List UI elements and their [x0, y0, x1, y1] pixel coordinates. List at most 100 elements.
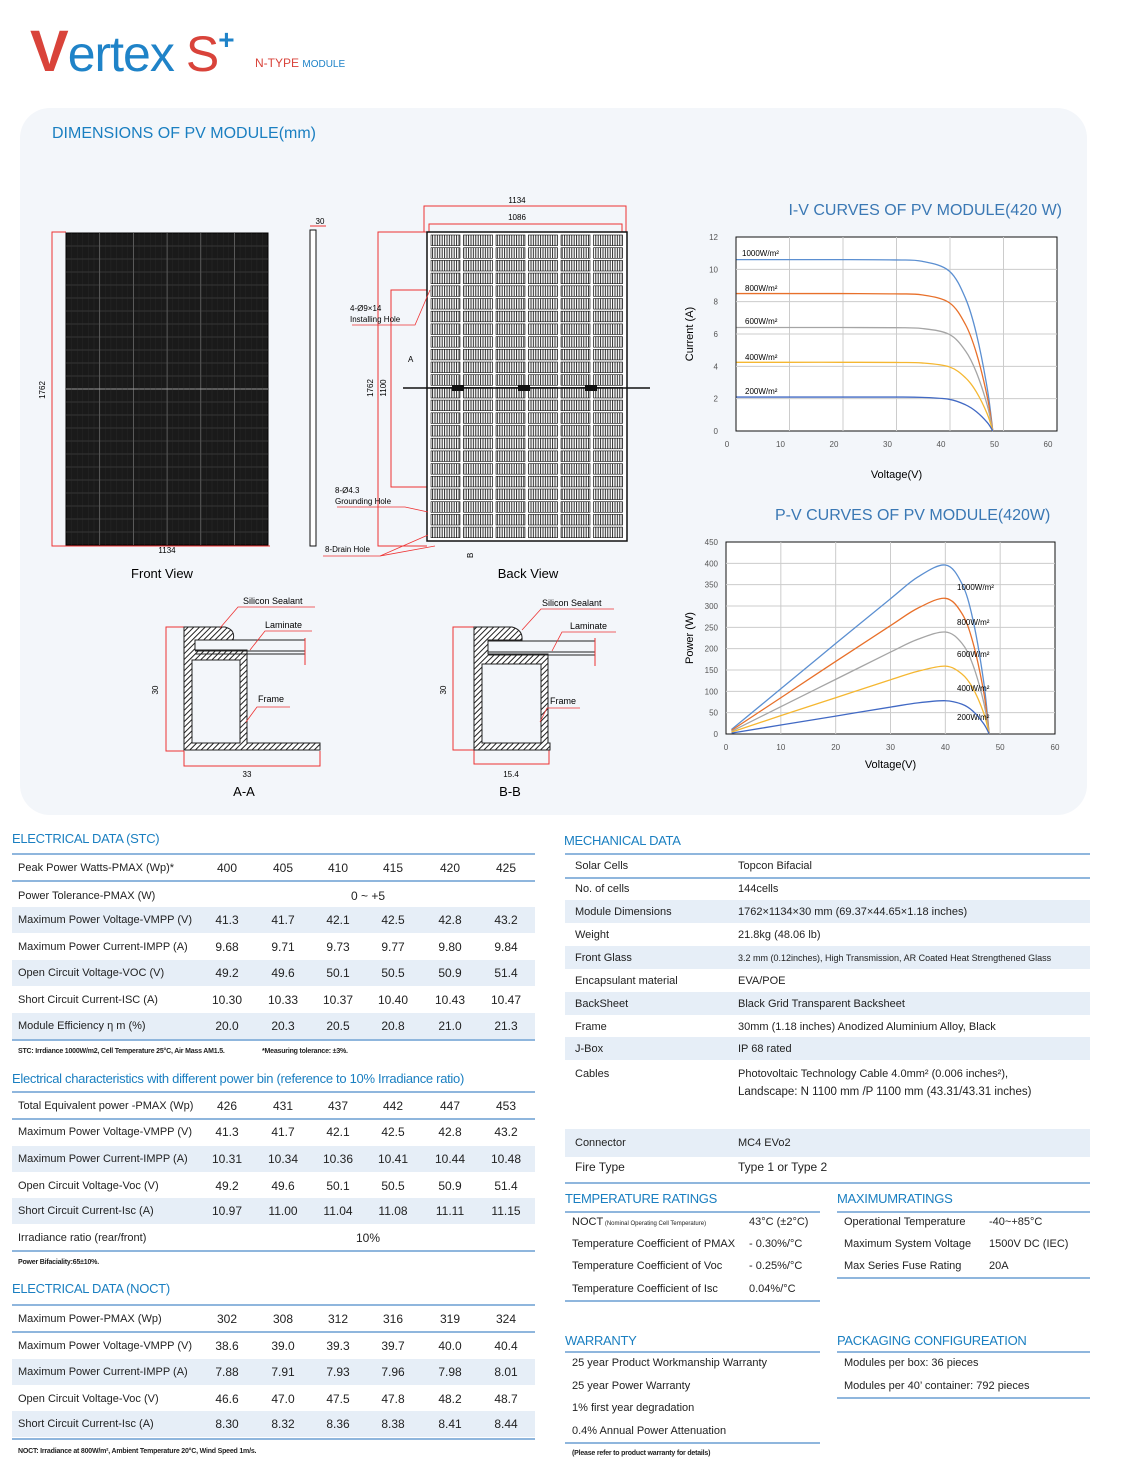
row-value: 10.40 [377, 993, 409, 1007]
section-b-height: 30 [439, 685, 448, 694]
row-value: 10.30 [211, 993, 243, 1007]
row-value: 8.32 [271, 1417, 295, 1431]
row-label: Peak Power Watts-PMAX (Wp)* [18, 862, 175, 874]
packaging-row: Modules per 40’ container: 792 pieces [837, 1376, 1090, 1396]
noct-note: NOCT: Irradiance at 800W/m², Ambient Tem… [18, 1448, 257, 1455]
section-a-height: 30 [151, 685, 160, 694]
divider [837, 1211, 1090, 1213]
row-value: 30mm (1.18 inches) Anodized Aluminium Al… [738, 1020, 996, 1033]
row-value: 10.97 [211, 1204, 243, 1218]
row-value: 400 [216, 861, 238, 875]
side-view-drawing: 30 [309, 217, 326, 547]
front-height-dim: 1762 [38, 381, 47, 399]
solar-cell [463, 488, 493, 500]
noct-row: Maximum Power Current-IMPP (A) 7.88 7.91 7.… [12, 1359, 535, 1385]
noct-title: ELECTRICAL DATA (NOCT) [12, 1281, 170, 1296]
warranty-note: (Please refer to product warranty for de… [572, 1450, 711, 1457]
section-a-label: A-A [233, 784, 255, 799]
solar-cell [463, 247, 493, 259]
y-axis-label: Current (A) [684, 307, 696, 361]
row-value: 39.0 [271, 1339, 295, 1353]
row-value: - 0.25%/°C [749, 1260, 803, 1272]
solar-cell [495, 437, 526, 450]
row-value: 9.68 [215, 940, 239, 954]
y-tick-label: 150 [705, 666, 719, 675]
row-value: 47.0 [271, 1392, 295, 1406]
row-label: NOCT (Nominal Operating Cell Temperature… [572, 1216, 707, 1228]
row-label: BackSheet [575, 997, 629, 1010]
solar-cell [560, 425, 591, 437]
solar-cell [495, 475, 526, 488]
solar-cell [463, 475, 493, 488]
divider [565, 853, 1090, 855]
x-tick-label: 20 [830, 440, 839, 449]
row-value: 11.11 [435, 1204, 465, 1218]
solar-cell [593, 526, 623, 538]
type-module: MODULE [302, 59, 346, 70]
solar-cell [528, 272, 558, 285]
list-item: Modules per box: 36 pieces [844, 1357, 979, 1369]
solar-cell [463, 285, 493, 297]
mechanical-row: Encapsulant material EVA/POE [565, 969, 1090, 992]
x-tick-label: 0 [724, 743, 729, 752]
bifacial-row: Short Circuit Current-Isc (A) 10.97 11.00 1… [12, 1198, 535, 1224]
solar-cell [528, 348, 558, 361]
solar-cell [430, 361, 461, 373]
bifacial-title: Electrical characteristics with differen… [12, 1071, 464, 1086]
row-value: 10.37 [322, 993, 354, 1007]
solar-cell [528, 310, 558, 323]
row-value: 9.80 [438, 940, 462, 954]
row-value: 10.34 [267, 1152, 299, 1166]
x-tick-label: 30 [886, 743, 895, 752]
row-value: 7.93 [326, 1365, 350, 1379]
solar-cell [430, 323, 461, 335]
solar-cell [495, 336, 526, 348]
row-value: 420 [439, 861, 461, 875]
solar-cell [560, 488, 591, 500]
series-line-600 [736, 326, 994, 432]
series-label: 800W/m² [957, 618, 990, 627]
row-value: 38.6 [215, 1339, 239, 1353]
row-value: 8.30 [215, 1417, 239, 1431]
logo-plus-icon: + [218, 24, 234, 55]
row-label: Total Equivalent power -PMAX (Wp) [18, 1100, 194, 1112]
solar-cell [560, 463, 591, 475]
row-value: 48.7 [494, 1392, 518, 1406]
series-line-800 [731, 597, 990, 735]
row-value: 144cells [738, 883, 779, 895]
x-tick-label: 10 [776, 743, 785, 752]
row-label: J-Box [575, 1042, 604, 1055]
y-tick-label: 6 [714, 330, 719, 339]
solar-cell [495, 260, 526, 272]
solar-cell [593, 234, 623, 246]
row-value: 20.8 [381, 1019, 405, 1033]
section-a-frame: Frame [258, 694, 284, 704]
grounding-hole-label: Grounding Hole [335, 497, 392, 506]
solar-cell [495, 450, 526, 462]
y-tick-label: 4 [714, 362, 719, 371]
row-label: Short Circuit Current-Isc (A) [18, 1418, 154, 1430]
solar-cell [463, 412, 493, 424]
row-value: 21.8kg (48.06 lb) [738, 928, 821, 941]
back-view-drawing: 1134 1086 1762 1100 A B 4-Ø9×14 Installi… [323, 196, 650, 581]
mechanical-row: Frame 30mm (1.18 inches) Anodized Alumini… [565, 1015, 1090, 1038]
row-value: 425 [495, 861, 517, 875]
section-b-sealant: Silicon Sealant [542, 598, 602, 608]
solar-cell [495, 425, 526, 437]
solar-cell [495, 272, 526, 285]
row-value: 42.1 [326, 913, 350, 927]
solar-cell [528, 475, 558, 488]
series-label: 1000W/m² [957, 583, 994, 592]
noct-row: Open Circuit Voltage-Voc (V) 46.6 47.0 47.5… [12, 1386, 535, 1412]
row-value: MC4 EVo2 [738, 1137, 791, 1149]
row-value: 41.7 [271, 1125, 295, 1139]
solar-cell [528, 437, 558, 450]
warranty-row: 25 year Product Workmanship Warranty [565, 1353, 820, 1373]
row-value: -40~+85°C [989, 1216, 1043, 1228]
solar-cell [430, 298, 461, 310]
divider [565, 1211, 820, 1213]
row-label: Maximum Power Voltage-VMPP (V) [18, 1340, 193, 1352]
solar-cell [593, 450, 623, 462]
solar-cell [495, 488, 526, 500]
solar-cell [593, 488, 623, 500]
